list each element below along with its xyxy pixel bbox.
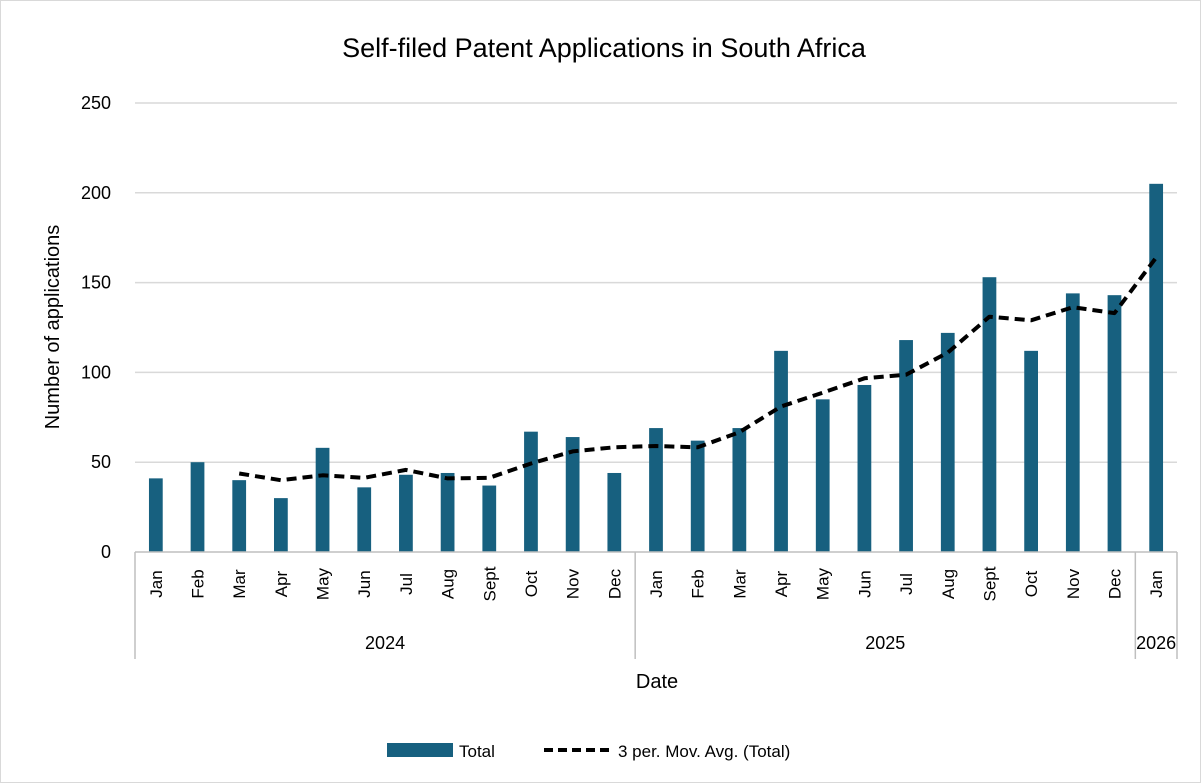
bar-12 (649, 428, 663, 552)
bar-0 (148, 478, 163, 552)
x-tick-16: May (814, 567, 833, 600)
bar-21 (1024, 350, 1038, 552)
x-axis-label: Date (636, 671, 678, 693)
gridlines (135, 102, 1177, 463)
x-tick-14: Mar (730, 569, 749, 599)
bar-10 (565, 437, 580, 552)
y-tick-50: 50 (91, 452, 111, 472)
bar-4 (315, 447, 330, 552)
x-tick-19: Aug (939, 569, 958, 599)
bar-20 (982, 277, 997, 552)
x-tick-3: Apr (272, 570, 291, 597)
legend: Total 3 per. Mov. Avg. (Total) (387, 742, 790, 761)
chart-title: Self-filed Patent Applications in South … (342, 33, 867, 63)
y-tick-250: 250 (81, 93, 111, 113)
bar-18 (899, 340, 913, 552)
bar-2 (232, 480, 247, 552)
bar-8 (482, 485, 497, 552)
bar-1 (190, 462, 205, 552)
x-tick-17: Jun (855, 570, 874, 597)
x-tick-24: Jan (1147, 570, 1166, 597)
x-tick-1: Feb (189, 569, 208, 598)
x-tick-0: Jan (147, 570, 166, 597)
x-tick-6: Jul (397, 573, 416, 595)
bar-3 (274, 498, 288, 552)
bar-9 (524, 431, 538, 552)
moving-average-line (238, 256, 1158, 483)
bar-series (148, 183, 1164, 552)
y-tick-0: 0 (101, 542, 111, 562)
legend-label-moving-average: 3 per. Mov. Avg. (Total) (618, 742, 790, 761)
x-tick-4: May (314, 567, 333, 600)
bar-22 (1065, 293, 1080, 552)
x-tick-11: Dec (605, 568, 624, 599)
y-tick-150: 150 (81, 273, 111, 293)
x-tick-18: Jul (897, 573, 916, 595)
x-axis: Jan Feb Mar Apr May Jun Jul Aug Sept Oct Nov Dec Jan… (134, 551, 1178, 659)
x-group-label-2026: 2026 (1136, 633, 1176, 653)
x-tick-10: Nov (564, 568, 583, 599)
bar-17 (857, 384, 872, 552)
y-tick-200: 200 (81, 183, 111, 203)
bar-14 (732, 428, 747, 552)
x-group-label-2025: 2025 (865, 633, 905, 653)
x-tick-2: Mar (230, 569, 249, 599)
legend-swatch-total (387, 743, 453, 757)
y-tick-100: 100 (81, 362, 111, 382)
bar-5 (357, 487, 372, 552)
x-tick-8: Sept (480, 566, 499, 601)
x-tick-21: Oct (1022, 571, 1041, 598)
bar-19 (940, 332, 955, 552)
x-tick-15: Apr (772, 570, 791, 597)
bar-24 (1149, 183, 1164, 552)
x-tick-13: Feb (689, 569, 708, 598)
bar-23 (1107, 295, 1122, 552)
x-group-label-2024: 2024 (365, 633, 405, 653)
bar-15 (774, 350, 788, 552)
x-tick-22: Nov (1064, 568, 1083, 599)
bar-7 (440, 472, 455, 552)
x-tick-7: Aug (439, 569, 458, 599)
bar-16 (815, 399, 830, 552)
x-tick-23: Dec (1106, 568, 1125, 599)
x-tick-20: Sept (980, 566, 999, 601)
legend-label-total: Total (459, 742, 495, 761)
x-tick-5: Jun (355, 570, 374, 597)
bar-6 (399, 474, 413, 552)
bar-11 (607, 472, 622, 552)
y-tick-labels: 0 50 100 150 200 250 (81, 93, 111, 562)
y-axis-label: Number of applications (42, 225, 64, 430)
x-tick-9: Oct (522, 571, 541, 598)
bar-13 (690, 440, 705, 552)
x-tick-12: Jan (647, 570, 666, 597)
moving-average-series (238, 256, 1158, 483)
